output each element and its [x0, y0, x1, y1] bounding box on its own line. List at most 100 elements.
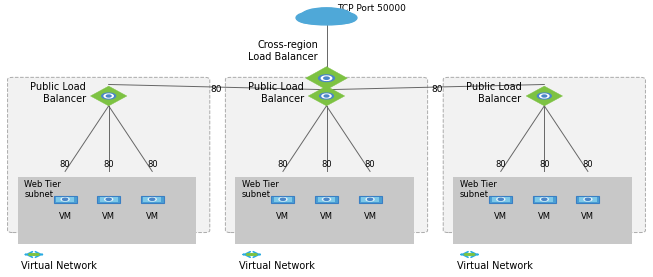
FancyBboxPatch shape — [97, 196, 120, 203]
Circle shape — [540, 94, 549, 98]
Circle shape — [468, 254, 471, 255]
Circle shape — [540, 198, 549, 201]
Text: VM: VM — [538, 212, 551, 221]
FancyBboxPatch shape — [535, 197, 553, 202]
Circle shape — [280, 198, 285, 200]
FancyBboxPatch shape — [489, 196, 512, 203]
FancyBboxPatch shape — [141, 196, 164, 203]
Circle shape — [250, 254, 253, 255]
Circle shape — [106, 198, 111, 200]
FancyBboxPatch shape — [54, 196, 76, 203]
Bar — [363, 203, 377, 204]
Circle shape — [322, 94, 331, 98]
FancyBboxPatch shape — [274, 197, 292, 202]
Text: 80: 80 — [321, 93, 332, 102]
FancyBboxPatch shape — [443, 77, 645, 233]
Text: 80: 80 — [582, 160, 593, 169]
Circle shape — [323, 198, 330, 201]
Circle shape — [148, 198, 156, 201]
Text: 80: 80 — [147, 160, 157, 169]
Circle shape — [319, 93, 334, 99]
FancyBboxPatch shape — [8, 77, 210, 233]
Circle shape — [279, 198, 287, 201]
FancyBboxPatch shape — [272, 196, 295, 203]
Circle shape — [324, 95, 329, 97]
FancyBboxPatch shape — [492, 197, 510, 202]
Text: VM: VM — [494, 212, 507, 221]
Text: VM: VM — [102, 212, 115, 221]
Text: Public Load
Balancer: Public Load Balancer — [248, 83, 304, 104]
Circle shape — [253, 254, 257, 255]
Circle shape — [324, 198, 329, 200]
Ellipse shape — [301, 8, 352, 24]
Polygon shape — [306, 67, 347, 90]
Text: VM: VM — [581, 212, 594, 221]
Text: 80: 80 — [365, 160, 375, 169]
Text: 80: 80 — [210, 85, 222, 94]
Bar — [453, 177, 632, 244]
Circle shape — [584, 198, 592, 201]
Bar — [101, 203, 116, 204]
Circle shape — [537, 93, 551, 99]
Circle shape — [61, 198, 69, 201]
Circle shape — [324, 77, 329, 79]
Text: 80: 80 — [539, 160, 550, 169]
Bar — [494, 203, 508, 204]
FancyBboxPatch shape — [358, 196, 381, 203]
Circle shape — [319, 75, 334, 81]
Text: Virtual Network: Virtual Network — [21, 261, 97, 271]
Bar — [145, 203, 159, 204]
Bar — [537, 203, 552, 204]
Polygon shape — [308, 86, 345, 106]
Circle shape — [102, 93, 116, 99]
FancyBboxPatch shape — [315, 196, 338, 203]
Circle shape — [63, 198, 68, 200]
Text: VM: VM — [320, 212, 333, 221]
Text: TCP Port 50000: TCP Port 50000 — [338, 4, 406, 13]
FancyBboxPatch shape — [533, 196, 556, 203]
Text: Virtual Network: Virtual Network — [239, 261, 315, 271]
Text: 80: 80 — [60, 160, 71, 169]
Circle shape — [585, 198, 590, 200]
Text: 80: 80 — [496, 160, 506, 169]
Text: VM: VM — [276, 212, 289, 221]
Text: 80: 80 — [103, 160, 114, 169]
Ellipse shape — [296, 12, 326, 24]
FancyBboxPatch shape — [361, 197, 379, 202]
Circle shape — [104, 198, 113, 201]
Circle shape — [106, 95, 111, 97]
Bar — [236, 177, 414, 244]
FancyBboxPatch shape — [577, 196, 599, 203]
Text: 80: 80 — [321, 160, 332, 169]
Circle shape — [35, 254, 39, 255]
Circle shape — [542, 198, 547, 200]
Circle shape — [150, 198, 155, 200]
Circle shape — [498, 198, 503, 200]
Ellipse shape — [300, 15, 353, 25]
Text: 80: 80 — [278, 160, 288, 169]
Text: Public Load
Balancer: Public Load Balancer — [466, 83, 522, 104]
Text: Cross-region
Load Balancer: Cross-region Load Balancer — [248, 40, 318, 62]
Circle shape — [247, 254, 250, 255]
Text: 80: 80 — [431, 85, 443, 94]
Circle shape — [368, 198, 373, 200]
FancyBboxPatch shape — [225, 77, 428, 233]
Text: Web Tier
subnet: Web Tier subnet — [242, 179, 279, 199]
Bar — [319, 203, 334, 204]
Polygon shape — [91, 86, 127, 106]
FancyBboxPatch shape — [579, 197, 597, 202]
Text: Virtual Network: Virtual Network — [456, 261, 532, 271]
Circle shape — [464, 254, 468, 255]
FancyBboxPatch shape — [143, 197, 161, 202]
Circle shape — [471, 254, 475, 255]
Bar — [58, 203, 72, 204]
FancyBboxPatch shape — [100, 197, 118, 202]
Ellipse shape — [326, 12, 357, 24]
FancyBboxPatch shape — [317, 197, 336, 202]
Circle shape — [32, 254, 36, 255]
Circle shape — [366, 198, 374, 201]
Text: Public Load
Balancer: Public Load Balancer — [30, 83, 86, 104]
Circle shape — [321, 76, 332, 80]
Text: Web Tier
subnet: Web Tier subnet — [24, 179, 61, 199]
FancyBboxPatch shape — [56, 197, 74, 202]
